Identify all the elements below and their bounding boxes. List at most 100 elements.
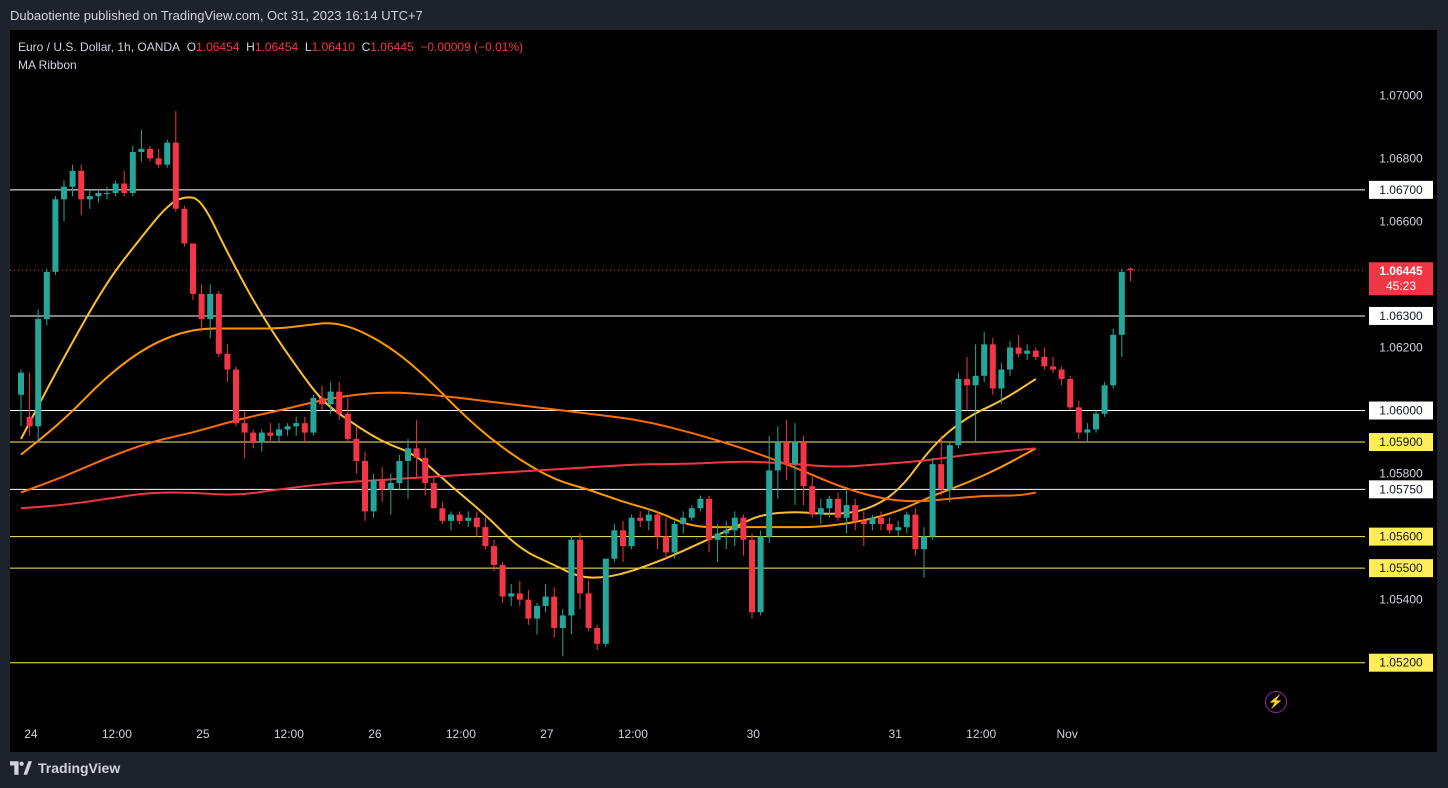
candle <box>112 180 119 197</box>
chart-frame[interactable]: 1.06445 45:23 1.06700 1.06300 1.06000 1.0590… <box>10 30 1437 752</box>
candle <box>310 394 317 436</box>
candle-body <box>241 423 248 433</box>
candle <box>198 284 205 332</box>
candle <box>714 524 721 562</box>
candle-body <box>972 375 979 386</box>
candle <box>860 511 867 547</box>
candle <box>456 511 463 525</box>
candle-body <box>61 186 67 200</box>
candle-body <box>835 498 841 518</box>
candle-body <box>611 530 618 559</box>
candle <box>645 508 652 531</box>
candle <box>241 410 248 458</box>
candle <box>989 338 996 395</box>
candle-body <box>267 432 274 436</box>
candle <box>147 145 153 162</box>
candle-body <box>284 426 291 430</box>
candle-body <box>43 271 50 320</box>
tradingview-logo-icon <box>10 761 32 775</box>
level-label-6: 1.05500 <box>1379 561 1423 575</box>
high-value: 1.06454 <box>254 40 299 54</box>
candle-body <box>774 442 781 471</box>
candle <box>1118 268 1125 357</box>
candle <box>327 382 334 414</box>
candle <box>267 423 274 443</box>
candle-body <box>1050 366 1056 370</box>
candle <box>1058 366 1065 386</box>
candle-body <box>18 372 24 395</box>
candle <box>525 590 532 625</box>
indicator-label[interactable]: MA Ribbon <box>18 58 77 72</box>
ma-line-2 <box>20 391 1036 503</box>
candle <box>792 423 798 506</box>
level-badge-7 <box>1369 653 1433 672</box>
level-badge-3 <box>1369 433 1433 452</box>
candle <box>396 454 403 490</box>
candle <box>1032 347 1039 361</box>
candle-body <box>1110 334 1117 386</box>
level-badge-5 <box>1369 527 1433 546</box>
candle-body <box>1127 268 1134 271</box>
lightning-icon[interactable]: ⚡ <box>1265 691 1287 713</box>
candle-body <box>697 498 704 509</box>
candle-body <box>473 517 480 528</box>
candle-body <box>233 369 239 424</box>
candle <box>61 180 67 222</box>
candle <box>946 442 953 502</box>
candle <box>577 533 583 610</box>
candle-body <box>671 524 678 553</box>
candle <box>878 511 884 531</box>
candle-body <box>637 517 644 521</box>
candle <box>18 369 24 427</box>
candle <box>181 205 188 247</box>
y-tick-label-0: 1.07000 <box>1379 88 1423 102</box>
symbol-label: Euro / U.S. Dollar, 1h, OANDA <box>18 40 181 54</box>
candle-body <box>276 429 282 436</box>
candle-body <box>981 344 988 376</box>
candle-body <box>1058 369 1065 379</box>
x-tick-label-4: 26 <box>368 727 382 741</box>
candle-body <box>104 193 110 195</box>
candle-body <box>1007 347 1013 370</box>
candle <box>439 501 446 525</box>
candle <box>1067 375 1074 411</box>
candle-body <box>78 170 85 200</box>
candle-body <box>508 593 515 597</box>
candle-body <box>938 464 945 490</box>
candle-body <box>577 539 583 594</box>
level-label-7: 1.05200 <box>1379 656 1423 670</box>
candle-body <box>551 596 558 629</box>
candle <box>611 524 618 562</box>
candle-body <box>448 514 454 521</box>
candle-body <box>1118 271 1125 335</box>
publisher-header: Dubaotiente published on TradingView.com… <box>10 8 423 23</box>
candle <box>207 284 214 339</box>
candle-body <box>1067 379 1074 408</box>
candle <box>998 363 1005 405</box>
candle <box>774 426 781 499</box>
level-badge-0 <box>1369 180 1433 199</box>
candle-body <box>654 514 661 537</box>
level-label-3: 1.05900 <box>1379 435 1423 449</box>
candle-body <box>929 464 936 537</box>
candle-body <box>706 498 712 540</box>
candle-body <box>439 508 446 521</box>
candle <box>912 508 919 556</box>
candle <box>293 416 300 436</box>
candle <box>473 511 480 537</box>
candle-body <box>112 183 119 194</box>
level-badge-1 <box>1369 306 1433 325</box>
candle <box>1007 341 1013 376</box>
candle-body <box>405 448 411 461</box>
candle-body <box>964 379 970 386</box>
candle <box>319 385 325 411</box>
candle-body <box>301 423 308 433</box>
candle <box>800 435 807 506</box>
candle <box>387 473 394 515</box>
candle-body <box>155 158 162 165</box>
level-label-1: 1.06300 <box>1379 309 1423 323</box>
x-tick-label-7: 12:00 <box>618 727 648 741</box>
candle-body <box>327 391 334 405</box>
candle <box>250 429 257 449</box>
